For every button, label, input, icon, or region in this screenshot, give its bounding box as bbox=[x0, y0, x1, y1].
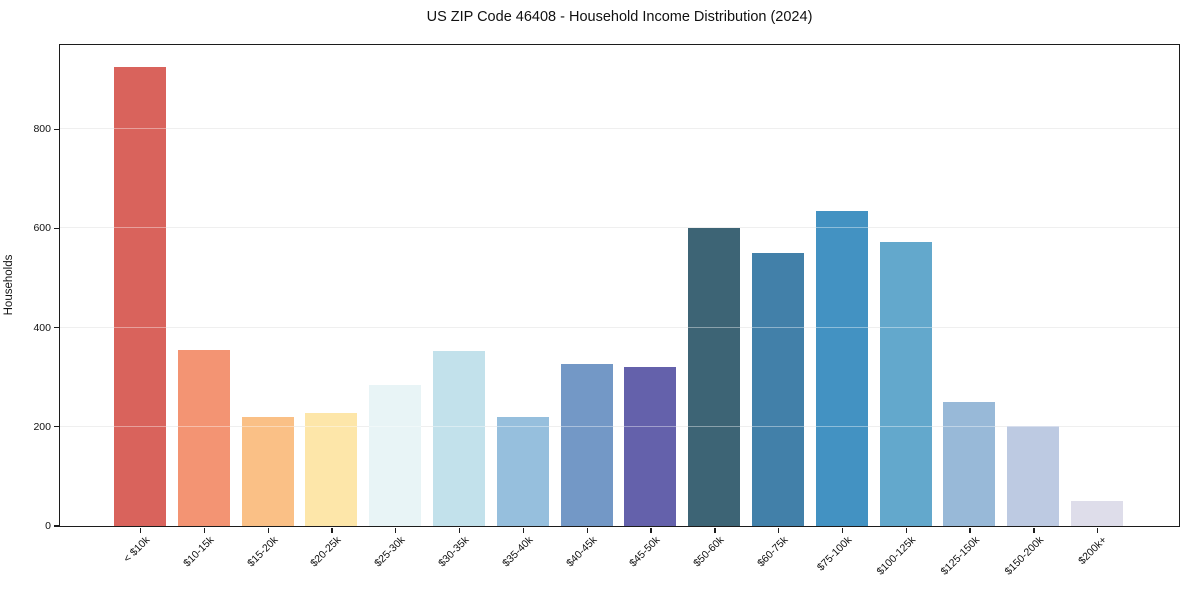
bar-slot: $60-75k bbox=[746, 45, 810, 569]
gridline-400 bbox=[60, 326, 1179, 328]
bar-slot: < $10k bbox=[108, 45, 172, 565]
bar-25-30k bbox=[369, 384, 422, 526]
x-tick-mark bbox=[395, 527, 397, 533]
x-tick-mark bbox=[203, 527, 206, 533]
y-tick-label-200: 200 bbox=[33, 420, 51, 433]
x-tick-mark bbox=[650, 527, 652, 533]
y-tick-mark bbox=[53, 525, 59, 527]
bar-50-60k bbox=[688, 228, 741, 526]
x-tick-label: < $10k bbox=[121, 534, 153, 565]
bar-10k bbox=[113, 67, 166, 526]
bar-slot: $150-200k bbox=[1001, 45, 1065, 578]
x-tick-label: $15-20k bbox=[244, 534, 281, 570]
bar-60-75k bbox=[752, 253, 805, 526]
x-tick-label: $100-125k bbox=[874, 534, 919, 578]
x-tick-mark bbox=[969, 527, 971, 533]
x-tick-label: $75-100k bbox=[814, 534, 855, 574]
bar-slot: $100-125k bbox=[874, 45, 938, 578]
gridline-600 bbox=[60, 227, 1179, 229]
bar-10-15k bbox=[177, 349, 230, 526]
bar-150-200k bbox=[1007, 425, 1060, 526]
gridline-200 bbox=[60, 425, 1179, 427]
bar-slot: $25-30k bbox=[363, 45, 427, 569]
y-tick-label-600: 600 bbox=[33, 222, 51, 235]
x-tick-mark bbox=[458, 527, 461, 533]
x-tick-label: $10-15k bbox=[180, 534, 217, 570]
bar-15-20k bbox=[241, 416, 294, 526]
x-tick-label: $40-45k bbox=[563, 534, 600, 570]
bar-slot: $75-100k bbox=[810, 45, 874, 573]
x-tick-label: $150-200k bbox=[1002, 534, 1046, 578]
y-tick-mark bbox=[53, 426, 59, 428]
bar-slot: $10-15k bbox=[172, 45, 236, 569]
x-tick-mark bbox=[139, 527, 142, 533]
bar-slot: $200k+ bbox=[1065, 45, 1129, 567]
x-tick-mark bbox=[522, 527, 525, 533]
x-tick-label: $25-30k bbox=[372, 534, 408, 570]
x-tick-label: $60-75k bbox=[755, 534, 791, 570]
x-tick-mark bbox=[267, 527, 269, 533]
bar-slot: $40-45k bbox=[555, 45, 619, 569]
bar-100-125k bbox=[879, 242, 932, 526]
y-tick-label-400: 400 bbox=[33, 321, 51, 334]
y-axis-label: Households bbox=[3, 254, 15, 316]
bar-slot: $15-20k bbox=[236, 45, 300, 569]
bar-20-25k bbox=[305, 413, 358, 526]
bar-75-100k bbox=[815, 211, 868, 526]
x-tick-label: $50-60k bbox=[691, 534, 727, 570]
bar-slot: $125-150k bbox=[938, 45, 1002, 578]
y-tick-label-0: 0 bbox=[45, 520, 51, 532]
x-tick-label: $35-40k bbox=[499, 534, 536, 570]
y-tick-mark bbox=[53, 128, 59, 130]
x-tick-label: $200k+ bbox=[1076, 534, 1110, 568]
x-tick-mark bbox=[1033, 527, 1035, 533]
y-tick-mark bbox=[53, 327, 59, 329]
bar-125-150k bbox=[943, 402, 996, 526]
gridline-800 bbox=[60, 128, 1179, 130]
bar-slot: $35-40k bbox=[491, 45, 555, 569]
bar-slot: $20-25k bbox=[299, 45, 363, 569]
bar-35-40k bbox=[496, 417, 549, 526]
x-tick-mark bbox=[586, 527, 588, 533]
x-tick-label: $20-25k bbox=[308, 534, 344, 570]
bar-200k bbox=[1071, 501, 1124, 526]
y-tick-label-800: 800 bbox=[33, 123, 51, 136]
x-tick-mark bbox=[331, 527, 333, 533]
x-tick-label: $45-50k bbox=[627, 534, 663, 570]
x-tick-label: $125-150k bbox=[938, 534, 982, 578]
x-tick-label: $30-35k bbox=[436, 534, 472, 570]
x-tick-mark bbox=[714, 527, 716, 533]
x-tick-mark bbox=[778, 527, 780, 533]
bar-40-45k bbox=[560, 364, 613, 526]
x-tick-mark bbox=[905, 527, 907, 533]
x-tick-mark bbox=[841, 527, 844, 533]
bar-slot: $50-60k bbox=[682, 45, 746, 569]
bar-45-50k bbox=[624, 367, 677, 526]
bars-container: < $10k $10-15k $15-20k $20-25k $25-30k $30-35… bbox=[60, 45, 1179, 578]
plot-area: < $10k $10-15k $15-20k $20-25k $25-30k $30-35… bbox=[33, 44, 1180, 578]
y-tick-mark bbox=[53, 227, 59, 230]
chart-title: US ZIP Code 46408 - Household Income Dis… bbox=[426, 9, 813, 25]
bar-30-35k bbox=[432, 351, 485, 526]
bar-slot: $30-35k bbox=[427, 45, 491, 569]
gridline-overlay-800 bbox=[60, 128, 1179, 130]
gridline-overlay-600 bbox=[60, 227, 1179, 229]
gridline-overlay-400 bbox=[60, 326, 1179, 328]
bar-slot: $45-50k bbox=[619, 45, 683, 569]
gridline-overlay-200 bbox=[60, 425, 1179, 427]
x-tick-mark bbox=[1097, 527, 1099, 533]
